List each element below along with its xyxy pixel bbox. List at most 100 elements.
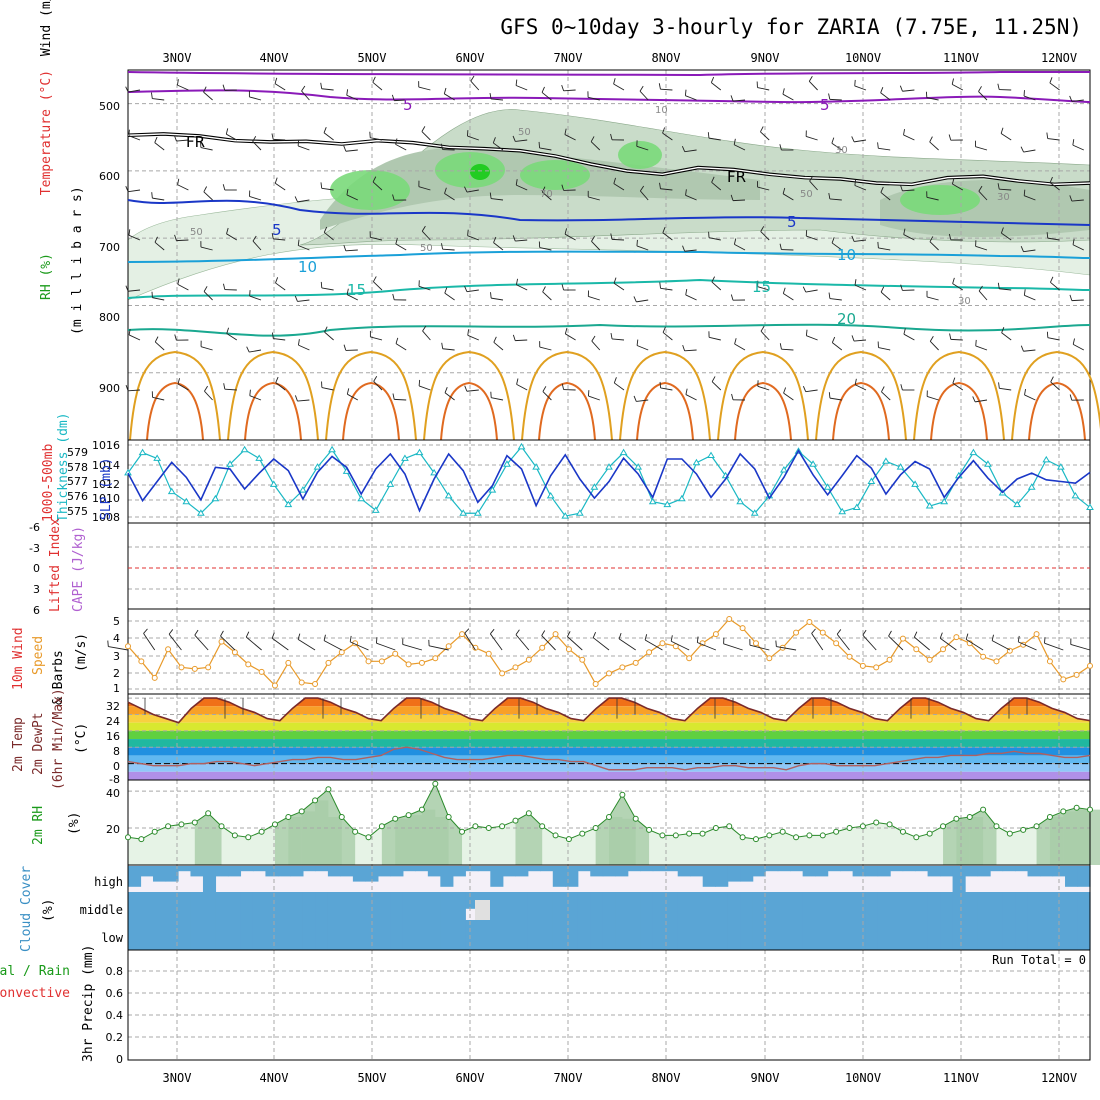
wind-barb-flag (731, 393, 734, 400)
cloud-bar-middle (290, 892, 304, 920)
slp-tick: 1016 (92, 439, 120, 452)
cloud-bar-high (177, 866, 192, 872)
wind-barb (991, 640, 1011, 651)
cloud-bar-middle (240, 892, 254, 920)
rh2m-point (1006, 830, 1013, 837)
isotherm-25-arch (325, 350, 417, 441)
cloud-bar-low (715, 920, 729, 950)
wind-barb-flag (1001, 327, 1005, 333)
cloud-bar-high (977, 866, 991, 877)
cloud-bar-high (765, 866, 779, 872)
cloud-bar-middle (1052, 892, 1066, 920)
cloud-bar-middle (615, 892, 629, 920)
cloud-bar-middle (552, 892, 566, 920)
wind-barb (323, 132, 334, 141)
cloud-bar-low (815, 920, 829, 950)
cloud-bar-middle (652, 892, 666, 920)
wind-barb (275, 282, 286, 291)
cloud-bar-low (915, 920, 929, 950)
wind-barb-flag (441, 243, 444, 250)
wind-barb-flag (900, 284, 903, 291)
wind-barb (614, 382, 625, 391)
wind10m-panel: 5 4 3 2 1 10m Wind Speed & Barbs (m/s) (11, 608, 1093, 705)
cloud-bar-middle (802, 892, 816, 920)
wind-barb (224, 388, 237, 391)
wind-barb (734, 343, 746, 351)
date-label-bottom: 4NOV (260, 1071, 289, 1085)
cloud-bar-low (477, 920, 491, 950)
rh2m-point (499, 823, 506, 830)
wind-barb-flag (320, 281, 323, 288)
wind-barb-flag (372, 176, 377, 183)
cloud-bar-low (902, 920, 916, 950)
rh2m-point (752, 836, 759, 843)
wind10m-point (819, 629, 826, 636)
wind-barb (321, 88, 334, 91)
wind-barb-flag (154, 336, 159, 343)
wind-barb (783, 392, 794, 401)
wind-barb (782, 93, 794, 101)
wind-barb (395, 343, 407, 351)
temp-band (128, 706, 1090, 715)
thickness-point (692, 458, 701, 466)
wind-barb (1047, 138, 1060, 141)
date-label-bottom: 5NOV (358, 1071, 387, 1085)
wind-barb (324, 331, 334, 341)
date-label-top: 3NOV (163, 51, 192, 65)
wind-barb (1001, 332, 1012, 341)
cloud-bar-high (627, 866, 641, 872)
rh2m-point (151, 828, 158, 835)
date-label-bottom: 7NOV (554, 1071, 583, 1085)
rh2m-point (365, 834, 372, 841)
wind-barb (590, 141, 601, 151)
wind-barb-flag (467, 329, 470, 336)
cloud-bar-high (927, 866, 941, 877)
contour-label: 50 (518, 127, 531, 138)
wind-barb-flag (828, 292, 831, 299)
wind-barb (636, 345, 649, 351)
wind-barb (951, 83, 964, 91)
rh2m-point (699, 830, 706, 837)
wind-barb (611, 238, 625, 241)
wind-barb (418, 186, 431, 191)
wind-barb (660, 287, 673, 291)
wind-barb (418, 86, 431, 91)
thickness-point (299, 486, 307, 493)
contour-label: FR (186, 133, 205, 151)
rh2m-point (993, 823, 1000, 830)
cloud-bar-low (190, 920, 204, 950)
wind-barb (708, 137, 721, 141)
temp-band (128, 755, 1090, 764)
temperature-plot (127, 693, 1091, 781)
thickness-point (838, 507, 847, 515)
contour-label: 10 (655, 105, 668, 116)
cloud-bar-high (165, 866, 179, 882)
cloud-bar-low (777, 920, 791, 950)
cloud-bar-low (527, 920, 541, 950)
cloud-bar-middle (540, 892, 554, 920)
bottom-date-labels: 3NOV 4NOV 5NOV 6NOV 7NOV 8NOV 9NOV 10NOV… (163, 1071, 1078, 1085)
cloud-bar-low (890, 920, 904, 950)
wind-barb (541, 635, 556, 651)
rh2m-point (405, 812, 412, 819)
cloud-bar-low (227, 920, 242, 950)
wind-barb-flag (372, 276, 377, 282)
wind-barb (999, 288, 1012, 291)
wind-barb (1071, 199, 1084, 202)
rh2m-point (485, 825, 492, 832)
cloud-bar-high (377, 866, 391, 877)
temp2m-line (127, 697, 1091, 724)
wind-barb-flag (779, 144, 782, 151)
rh2m-label: 2m RH (31, 806, 46, 845)
wind-barb (108, 646, 129, 651)
wind-barb-flag (881, 386, 885, 393)
wind-barb-flag (880, 286, 885, 293)
wind-barb (757, 186, 770, 191)
cloud-label: Cloud Cover (19, 866, 34, 952)
cloud-bar-high (840, 866, 854, 872)
rh2m-point (338, 813, 345, 820)
wind-barb (805, 289, 818, 293)
cloud-bar-middle (315, 892, 329, 920)
wind-barb-flag (1046, 232, 1049, 239)
wind-barb-flag (128, 129, 130, 136)
